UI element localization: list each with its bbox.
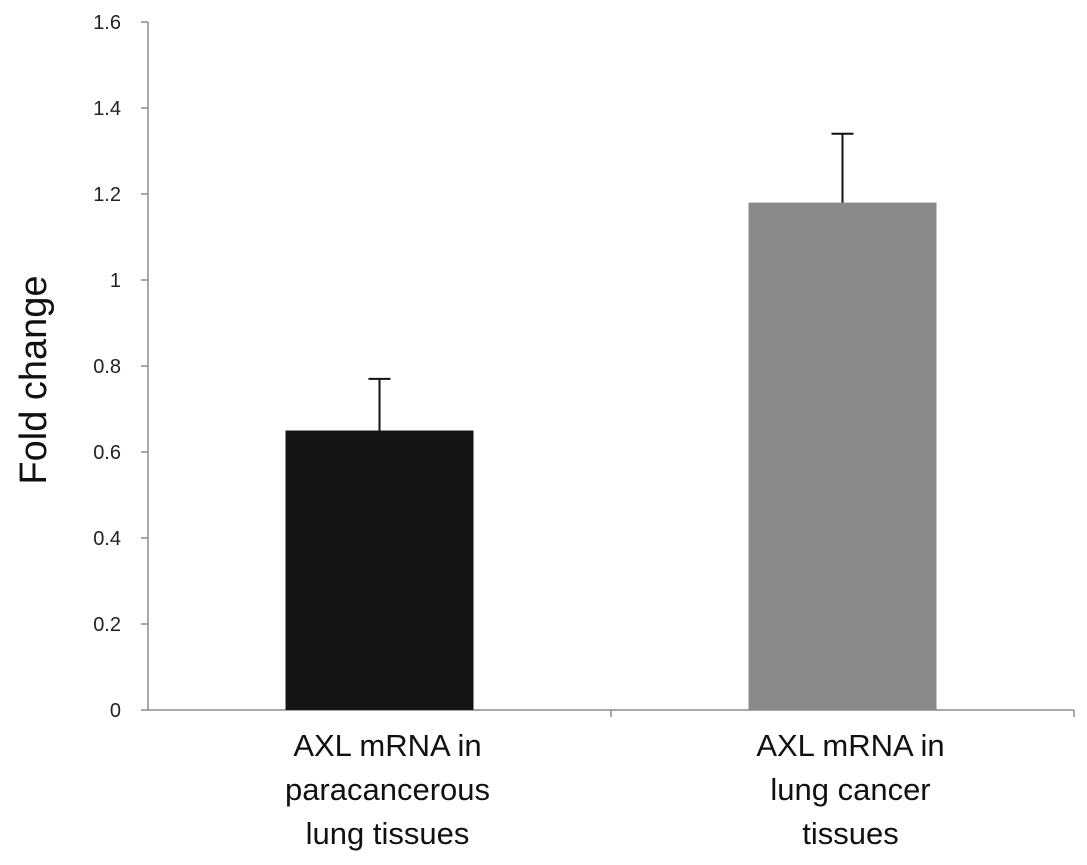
x-category-label: tissues — [802, 816, 898, 851]
bar — [748, 202, 937, 710]
plot-area: 0 0.2 0.4 0.6 0.8 1 1.2 1.4 1.6 AXL mRNA in paraca… — [13, 12, 1075, 851]
x-category-label: AXL mRNA in — [756, 728, 944, 763]
y-tick-label: 0.2 — [93, 614, 121, 636]
y-tick-label: 0.4 — [93, 528, 121, 550]
x-category-label: lung tissues — [306, 816, 470, 851]
y-tick-label: 0 — [110, 700, 121, 722]
y-axis-title: Fold change — [13, 275, 55, 484]
x-category-label: AXL mRNA in — [293, 728, 481, 763]
y-tick-label: 0.8 — [93, 356, 121, 378]
x-category-label: paracancerous — [285, 772, 490, 807]
y-tick-label: 1.2 — [93, 184, 121, 206]
y-tick-label: 1 — [110, 270, 121, 292]
y-tick-label: 1.4 — [93, 98, 121, 120]
bar — [285, 430, 474, 710]
y-tick-label: 1.6 — [93, 12, 121, 34]
y-tick-label: 0.6 — [93, 442, 121, 464]
x-category-label: lung cancer — [770, 772, 930, 807]
